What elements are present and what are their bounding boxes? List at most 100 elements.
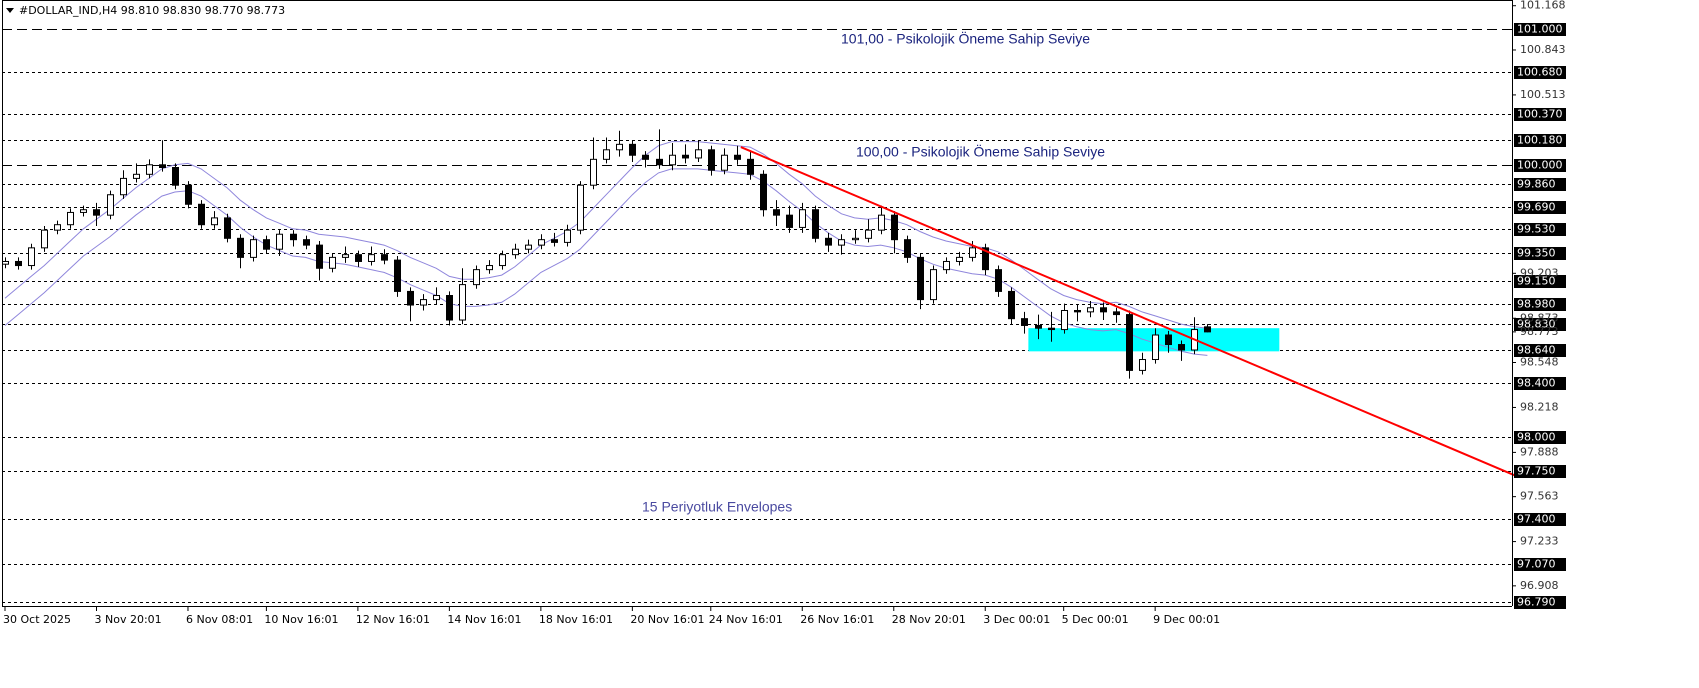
candle-body [1035,324,1042,329]
level-label: 98.000 [1517,431,1556,444]
candle-body [1048,327,1055,331]
level-label-box [1514,134,1566,147]
level-label: 100.370 [1517,108,1563,121]
candle-body [172,167,179,186]
level-label-box [1514,377,1566,390]
candle-body [564,229,571,243]
candle-body [185,184,192,205]
candle-body [760,173,767,211]
y-tick-label: 97.233 [1520,535,1559,548]
candle-body [342,254,349,258]
candle-body [473,269,480,286]
candle-body [799,209,806,228]
candle-body [1061,309,1068,331]
candle-body [486,265,493,271]
candle-body [708,149,715,171]
candle-body [577,184,584,231]
candle-body [616,143,623,151]
level-label-box [1514,178,1566,191]
y-tick-label: 98.773 [1520,325,1559,338]
x-tick-label: 28 Nov 20:01 [892,613,966,626]
x-tick-label: 6 Nov 08:01 [186,613,253,626]
y-tick-label: 100.843 [1520,43,1566,56]
candle-body [250,239,257,258]
level-label: 99.860 [1517,178,1556,191]
level-label: 100.680 [1517,66,1563,79]
candle-body [1152,334,1159,361]
candle-body [80,209,87,213]
candle-body [525,244,532,250]
level-label-box [1514,223,1566,236]
trendline [740,146,1515,477]
candle-body [825,237,832,246]
annotation: 15 Periyotluk Envelopes [642,499,792,515]
envelope-line [4,141,1208,329]
chart-title: #DOLLAR_IND,H4 98.810 98.830 98.770 98.7… [19,4,285,17]
candle-body [54,224,61,231]
level-label: 99.150 [1517,275,1556,288]
candle-body [107,194,114,216]
menu-triangle[interactable] [6,8,14,13]
candle-body [734,154,741,160]
y-tick-label: 98.218 [1520,400,1559,413]
candle-body [1113,311,1120,316]
candle-body [1074,309,1081,313]
x-tick-label: 9 Dec 00:01 [1153,613,1220,626]
candle-body [355,254,362,262]
candle-body [67,211,74,226]
candle-body [1178,344,1185,351]
candle-body [211,217,218,226]
x-tick-label: 3 Nov 20:01 [94,613,161,626]
candle-body [28,247,35,267]
candle-body [459,284,466,321]
x-tick-label: 5 Dec 00:01 [1062,613,1129,626]
candle-body [1100,307,1107,313]
plot-area [2,29,1515,603]
level-label-box [1514,596,1566,609]
level-label-box [1514,247,1566,260]
candle-body [15,260,22,267]
candle-body [1021,318,1028,326]
candle-body [865,229,872,239]
level-label: 97.750 [1517,465,1556,478]
candle-body [93,209,100,216]
level-label-box [1514,298,1566,311]
level-label-box [1514,465,1566,478]
candle-body [1008,290,1015,320]
annotation: 100,00 - Psikolojik Öneme Sahip Seviye [856,143,1105,160]
level-label-box [1514,431,1566,444]
candle-body [1087,307,1094,313]
candle-body [603,149,610,160]
candle-body [237,237,244,258]
candle-body [891,214,898,241]
candle-body [407,290,414,306]
y-tick-label: 100.513 [1520,88,1566,101]
y-tick-label: 96.908 [1520,579,1559,592]
level-label: 98.980 [1517,298,1556,311]
candle-body [446,295,453,321]
candle-body [969,247,976,258]
x-tick-label: 14 Nov 16:01 [447,613,521,626]
level-label: 98.830 [1517,318,1556,331]
candle-body [276,233,283,250]
x-tick-label: 24 Nov 16:01 [709,613,783,626]
y-tick-label: 99.203 [1520,266,1559,279]
candle-body [433,295,440,301]
candle-body [316,244,323,269]
candle-body [381,254,388,261]
candle-body [878,214,885,231]
candle-body [852,237,859,241]
level-label: 97.070 [1517,558,1556,571]
candle-body [1165,334,1172,346]
candle-body [1126,314,1133,371]
candle-body [629,143,636,156]
candle-body [943,260,950,271]
level-label-box [1514,201,1566,214]
candle-body [721,154,728,171]
level-label: 101.000 [1517,23,1563,36]
level-label: 96.790 [1517,596,1556,609]
level-label: 98.400 [1517,377,1556,390]
candle-body [512,248,519,256]
